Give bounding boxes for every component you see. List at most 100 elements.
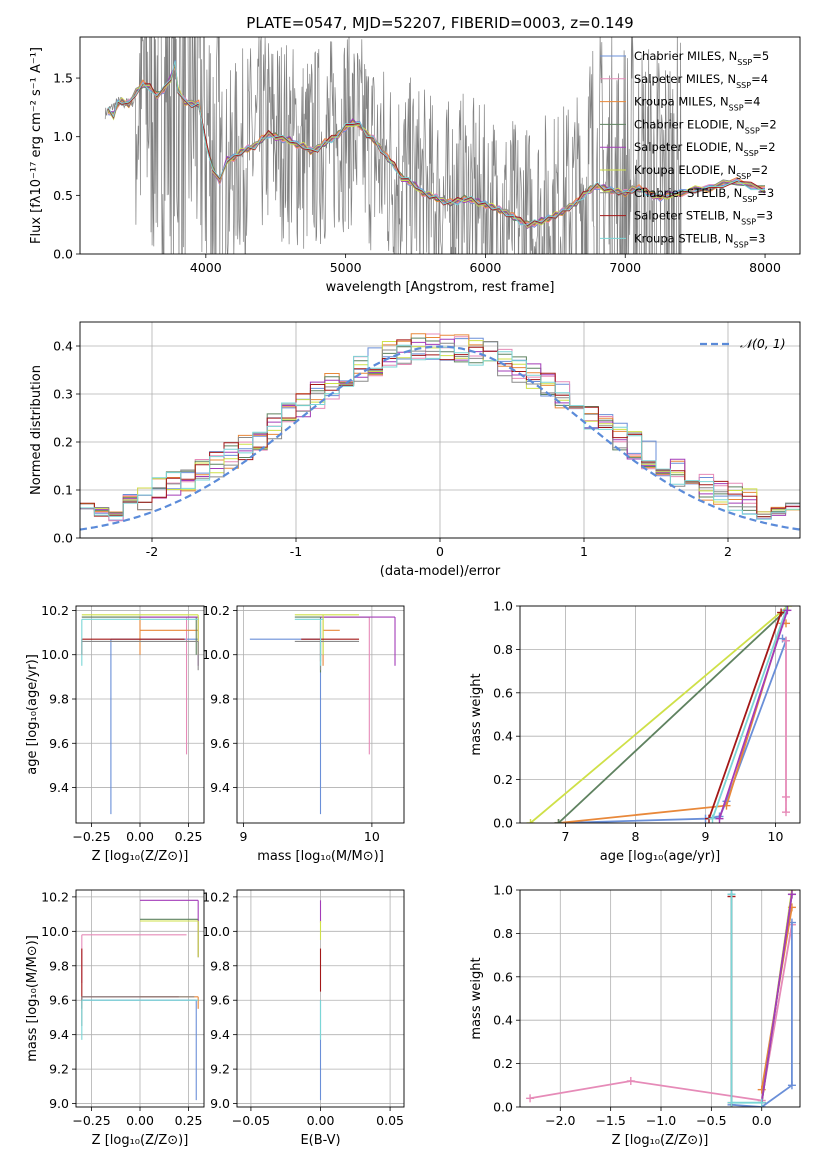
x-tick-label: 6000 [470, 260, 502, 275]
plot-area-massweight-vs-age [526, 606, 793, 823]
y-tick-label: 1.5 [53, 71, 73, 86]
normal-curve [80, 345, 800, 531]
y-tick-label: 0.4 [493, 729, 513, 744]
y-tick-label: 9.0 [210, 1096, 230, 1111]
x-axis-label: E(B-V) [300, 1133, 340, 1148]
axes-frame [79, 36, 801, 255]
panel-mass-vs-Z: −0.25 0.00 0.25 9.0 9.2 9.4 9.6 9.8 10.0 10.2 Z [l… [25, 889, 205, 1148]
weight-line [529, 924, 793, 1102]
x-tick-label: 8000 [749, 260, 781, 275]
y-axis-label: age [log₁₀(age/yr)] [25, 654, 40, 775]
x-tick-label: 10 [364, 829, 380, 844]
x-tick-label: 0 [436, 544, 444, 559]
plot-area-mass-vs-Z [81, 899, 199, 1101]
model-line [107, 61, 766, 227]
errorbar-point [140, 920, 199, 958]
y-axis-label: Normed distribution [29, 365, 44, 495]
x-tick-label: −1.0 [646, 1113, 676, 1128]
y-tick-label: 9.0 [49, 1096, 69, 1111]
y-tick-label: 0.0 [493, 1100, 513, 1115]
legend-label: Kroupa MILES, NSSP=4 [634, 95, 760, 113]
legend-label: Kroupa STELIB, NSSP=3 [634, 231, 765, 249]
errorbar-point [81, 996, 195, 1027]
errorbar-point [320, 616, 396, 666]
y-tick-label: 1.0 [493, 599, 513, 614]
plus-marker [782, 808, 790, 817]
panel-massweight-vs-age: 7 8 9 10 0.0 0.2 0.4 0.6 0.8 1.0 age [log₁₀(age/yr… [469, 599, 801, 864]
y-tick-label: 10.2 [202, 889, 230, 904]
plus-marker [782, 792, 790, 801]
errorbar-point [294, 618, 324, 666]
x-tick-label: 7 [562, 829, 570, 844]
y-tick-label: 9.8 [210, 958, 230, 973]
weight-line [708, 612, 782, 819]
errorbar-point [81, 934, 187, 983]
plus-marker [526, 819, 535, 823]
errorbar-point [140, 918, 199, 958]
x-tick-label: −0.5 [696, 1113, 726, 1128]
legend-label: Salpeter MILES, NSSP=4 [634, 72, 768, 90]
x-axis-label: wavelength [Angstrom, rest frame] [326, 280, 555, 295]
y-tick-label: 9.4 [210, 1027, 230, 1042]
errorbar-point [294, 616, 370, 673]
x-axis-label: Z [log₁₀(Z/Z⊙)] [92, 849, 189, 864]
x-tick-label: −2.0 [545, 1113, 575, 1128]
y-tick-label: 9.4 [210, 780, 230, 795]
plot-area-age-vs-Z [81, 614, 199, 815]
weight-line [760, 894, 793, 1103]
legend-label: 𝒩(0, 1) [740, 336, 786, 351]
y-axis-label: Flux [fλ10⁻¹⁷ erg cm⁻² s⁻¹ A⁻¹] [29, 47, 44, 244]
axes-frame [519, 889, 801, 1108]
y-tick-label: 9.8 [49, 958, 69, 973]
x-tick-label: 0.25 [175, 829, 203, 844]
plot-area-spectrum [104, 37, 766, 254]
x-tick-label: 9 [239, 829, 247, 844]
x-axis-label: mass [log₁₀(M/M⊙)] [257, 849, 384, 864]
errorbar-point [81, 640, 199, 671]
plus-marker [708, 814, 717, 823]
legend-label: Kroupa ELODIE, NSSP=2 [634, 163, 768, 181]
weight-line [730, 894, 762, 1104]
axes-frame [236, 605, 405, 824]
plus-marker [782, 636, 790, 645]
observed-spectrum [104, 37, 682, 254]
errorbar-point [140, 899, 199, 958]
legend-label: Salpeter STELIB, NSSP=3 [634, 209, 773, 227]
x-tick-label: 0.00 [126, 1113, 154, 1128]
y-tick-label: 10.0 [202, 647, 230, 662]
figure-title: PLATE=0547, MJD=52207, FIBERID=0003, z=0… [246, 14, 633, 32]
y-tick-label: 0.8 [493, 642, 513, 657]
panel-age-vs-mass: 9 10 9.4 9.6 9.8 10.0 10.2 mass [log₁₀(M/M⊙)] [202, 603, 405, 864]
y-tick-label: 0.8 [493, 926, 513, 941]
x-tick-label: -1 [290, 544, 302, 559]
model-line [107, 61, 766, 226]
x-tick-label: 0.25 [175, 1113, 203, 1128]
y-tick-label: 10.0 [41, 647, 69, 662]
y-tick-label: 0.3 [53, 387, 73, 402]
plus-marker [757, 1098, 766, 1107]
x-tick-label: −0.05 [232, 1113, 270, 1128]
x-tick-label: −0.25 [72, 1113, 110, 1128]
x-tick-label: 4000 [190, 260, 222, 275]
plot-area-age-vs-mass [249, 614, 396, 815]
plus-marker [727, 1098, 736, 1107]
y-tick-label: 9.4 [49, 780, 69, 795]
legend-label: Salpeter ELODIE, NSSP=2 [634, 140, 776, 158]
y-tick-label: 0.6 [493, 685, 513, 700]
errorbar-point [139, 617, 199, 655]
histogram-step [80, 338, 800, 520]
y-tick-label: 10.2 [41, 889, 69, 904]
x-axis-label: age [log₁₀(age/yr)] [600, 849, 721, 864]
errorbar-point [81, 999, 199, 1040]
y-tick-label: 1.0 [53, 129, 73, 144]
x-tick-label: 0.00 [307, 1113, 335, 1128]
y-tick-label: 0.2 [493, 772, 513, 787]
y-tick-label: 10.2 [202, 603, 230, 618]
x-tick-label: 8 [632, 829, 640, 844]
plus-marker [777, 608, 786, 617]
y-tick-label: 0.2 [493, 1056, 513, 1071]
x-tick-label: 10 [768, 829, 784, 844]
y-tick-label: 0.2 [53, 435, 73, 450]
errorbar-point [320, 616, 370, 755]
